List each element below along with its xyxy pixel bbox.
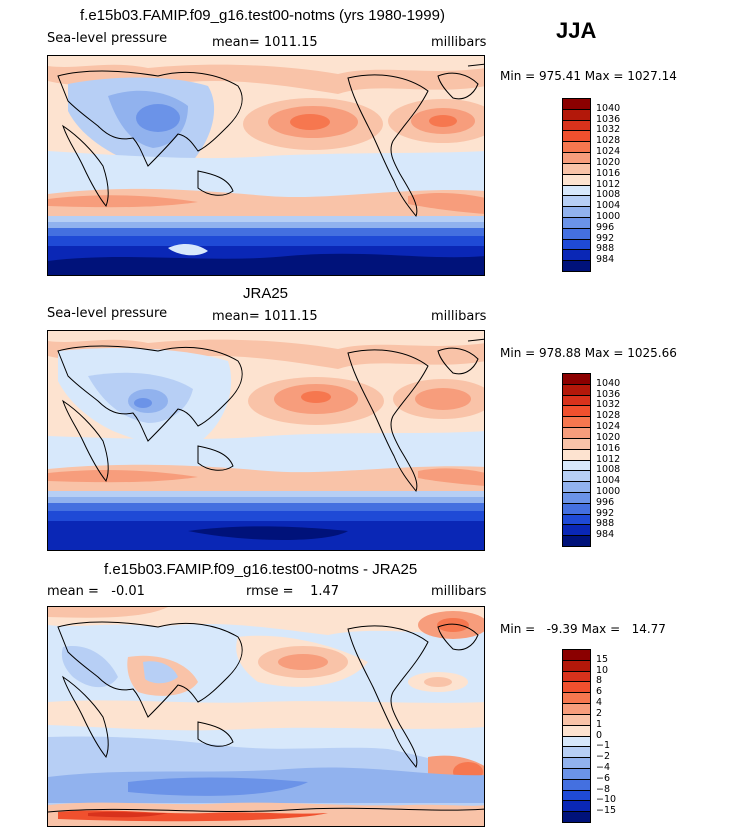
colorbar-label: 988 (596, 518, 615, 530)
colorbar-label: 1036 (596, 388, 621, 400)
colorbar-label: 1040 (596, 102, 621, 114)
panel2-title: JRA25 (243, 285, 289, 302)
colorbar-label: −6 (596, 772, 611, 784)
colorbar-label: 984 (596, 529, 615, 541)
colorbar-label: 1020 (596, 431, 621, 443)
colorbar-label: 0 (596, 729, 603, 741)
panel2-units-label: millibars (431, 309, 487, 324)
season-label: JJA (556, 18, 597, 43)
panel1-mean-label: mean= 1011.15 (212, 35, 318, 50)
panel1-minmax: Min = 975.41 Max = 1027.14 (500, 69, 677, 83)
panel1-map (47, 55, 485, 276)
panel2-minmax: Min = 978.88 Max = 1025.66 (500, 346, 677, 360)
colorbar-label: 1024 (596, 146, 621, 158)
colorbar-label: 1028 (596, 410, 621, 422)
colorbar-label: 1032 (596, 124, 621, 136)
colorbar-label: −15 (596, 805, 617, 817)
colorbar-label: 8 (596, 675, 603, 687)
colorbar-label: 1012 (596, 453, 621, 465)
colorbar-label: 1036 (596, 113, 621, 125)
colorbar-label: 1020 (596, 156, 621, 168)
panel2-mean-label: mean= 1011.15 (212, 309, 318, 324)
colorbar-label: 2 (596, 707, 603, 719)
colorbar-label: 1000 (596, 210, 621, 222)
colorbar-label: 1016 (596, 442, 621, 454)
panel1-left-label: Sea-level pressure (47, 31, 168, 46)
panel2-map (47, 330, 485, 551)
colorbar-label: 4 (596, 697, 603, 709)
colorbar-label: −2 (596, 751, 611, 763)
panel2-left-label: Sea-level pressure (47, 306, 168, 321)
colorbar-label: −4 (596, 761, 611, 773)
colorbar-label: 1008 (596, 189, 621, 201)
colorbar-label: 1028 (596, 135, 621, 147)
colorbar-label: 984 (596, 254, 615, 266)
colorbar-label: 15 (596, 653, 609, 665)
panel3-map (47, 606, 485, 827)
colorbar-box (562, 811, 591, 823)
panel3-colorbar (562, 649, 591, 823)
colorbar-label: 996 (596, 221, 615, 233)
panel2-colorbar (562, 373, 591, 547)
panel1-title: f.e15b03.FAMIP.f09_g16.test00-notms (yrs… (80, 7, 445, 24)
colorbar-label: 1032 (596, 399, 621, 411)
colorbar-label: 1004 (596, 200, 621, 212)
colorbar-label: 992 (596, 507, 615, 519)
colorbar-label: −8 (596, 783, 611, 795)
panel3-mean-label: mean = -0.01 (47, 584, 145, 599)
colorbar-label: 10 (596, 664, 609, 676)
colorbar-label: 1012 (596, 178, 621, 190)
colorbar-label: 996 (596, 496, 615, 508)
colorbar-label: −10 (596, 794, 617, 806)
colorbar-label: 1004 (596, 475, 621, 487)
colorbar-label: −1 (596, 740, 611, 752)
panel3-rmse-label: rmse = 1.47 (246, 584, 340, 599)
colorbar-box (562, 535, 591, 547)
colorbar-label: 1016 (596, 167, 621, 179)
panel3-title: f.e15b03.FAMIP.f09_g16.test00-notms - JR… (104, 561, 418, 578)
colorbar-label: 1024 (596, 421, 621, 433)
colorbar-box (562, 260, 591, 272)
colorbar-label: 1000 (596, 485, 621, 497)
colorbar-label: 988 (596, 243, 615, 255)
colorbar-label: 6 (596, 686, 603, 698)
panel3-minmax: Min = -9.39 Max = 14.77 (500, 622, 666, 636)
colorbar-label: 992 (596, 232, 615, 244)
colorbar-label: 1040 (596, 377, 621, 389)
panel1-units-label: millibars (431, 35, 487, 50)
colorbar-label: 1 (596, 718, 603, 730)
panel1-colorbar (562, 98, 591, 272)
panel3-units-label: millibars (431, 584, 487, 599)
colorbar-label: 1008 (596, 464, 621, 476)
